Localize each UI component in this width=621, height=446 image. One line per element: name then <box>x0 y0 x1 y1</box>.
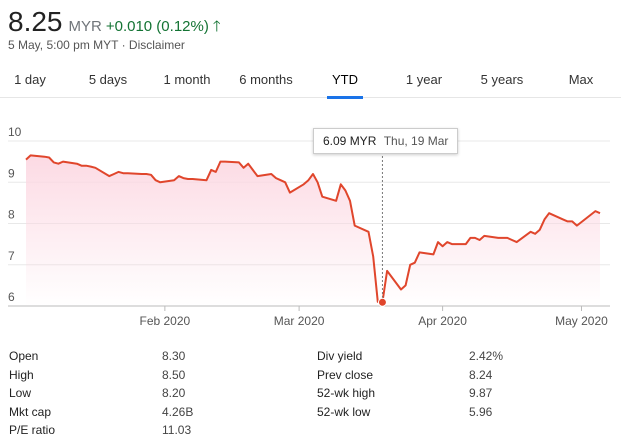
stat-mkt-cap: Mkt cap 4.26B <box>9 403 239 422</box>
stat-label: 52-wk low <box>317 404 371 419</box>
stats-left: Open 8.30 High 8.50 Low 8.20 Mkt cap 4.2… <box>9 347 239 440</box>
x-tick-label: Feb 2020 <box>140 314 191 328</box>
stat-prev-close: Prev close 8.24 <box>317 366 547 385</box>
quote-timestamp: 5 May, 5:00 pm MYT · Disclaimer <box>8 38 185 52</box>
x-tick-label: Apr 2020 <box>418 314 467 328</box>
stat-label: Open <box>9 349 39 363</box>
stat-open: Open 8.30 <box>9 347 239 366</box>
tab-1-month[interactable]: 1 month <box>163 72 211 87</box>
stat-52wk-low: 52-wk low 5.96 <box>317 403 547 422</box>
stat-label: P/E ratio <box>9 423 56 437</box>
stat-label: Low <box>9 386 32 400</box>
stats-right: Div yield 2.42% Prev close 8.24 52-wk hi… <box>317 347 547 421</box>
stat-value: 8.24 <box>469 367 493 382</box>
tooltip-price: 6.09 MYR <box>323 134 377 148</box>
range-tabs: 1 day 5 days 1 month 6 months YTD 1 year… <box>0 62 621 99</box>
stat-div-yield: Div yield 2.42% <box>317 347 547 366</box>
stat-label: 52-wk high <box>317 386 376 400</box>
tab-6-months[interactable]: 6 months <box>239 72 293 87</box>
x-tick-label: May 2020 <box>555 314 608 328</box>
stat-low: Low 8.20 <box>9 384 239 403</box>
stat-label: Mkt cap <box>9 404 52 419</box>
tab-ytd[interactable]: YTD <box>327 62 363 99</box>
current-price: 8.25 <box>8 6 63 37</box>
tab-1-year[interactable]: 1 year <box>405 72 443 87</box>
stat-label: Prev close <box>317 367 374 382</box>
stat-value: 11.03 <box>162 423 192 437</box>
tab-5-years[interactable]: 5 years <box>480 72 524 87</box>
tab-max[interactable]: Max <box>568 72 594 87</box>
price-change: +0.010 (0.12%) <box>105 18 209 35</box>
stat-label: High <box>9 367 34 382</box>
stat-value: 2.42% <box>469 349 504 363</box>
tooltip-date: Thu, 19 Mar <box>383 134 449 148</box>
arrow-up-icon: 🡑 <box>212 18 221 35</box>
stat-value: 8.50 <box>162 367 186 382</box>
price-area <box>26 155 600 306</box>
stat-value: 5.96 <box>469 404 493 419</box>
y-tick-label: 9 <box>8 166 15 180</box>
stat-value: 9.87 <box>469 386 493 400</box>
quote-header: 8.25 MYR +0.010 (0.12%) 🡑 <box>8 6 221 41</box>
currency-label: MYR <box>68 18 102 35</box>
price-chart[interactable]: 10 9 8 7 6 Feb 2020 Mar 2020 Apr 2020 May 2020 <box>0 120 621 335</box>
y-tick-label: 8 <box>8 208 15 222</box>
stat-label: Div yield <box>317 349 363 363</box>
stat-pe-ratio: P/E ratio 11.03 <box>9 421 239 440</box>
y-tick-label: 7 <box>8 249 15 263</box>
chart-tooltip: 6.09 MYR Thu, 19 Mar <box>313 128 459 154</box>
stat-high: High 8.50 <box>9 366 239 385</box>
y-tick-label: 6 <box>8 290 15 304</box>
stat-value: 8.30 <box>162 349 186 363</box>
tab-5-days[interactable]: 5 days <box>88 72 128 87</box>
price-line <box>25 154 601 304</box>
highlight-point <box>377 297 387 307</box>
y-tick-label: 10 <box>8 125 22 139</box>
x-tick-label: Mar 2020 <box>274 314 325 328</box>
tab-1-day[interactable]: 1 day <box>14 72 46 87</box>
stat-value: 4.26B <box>162 404 194 419</box>
stat-value: 8.20 <box>162 386 186 400</box>
stat-52wk-high: 52-wk high 9.87 <box>317 384 547 403</box>
